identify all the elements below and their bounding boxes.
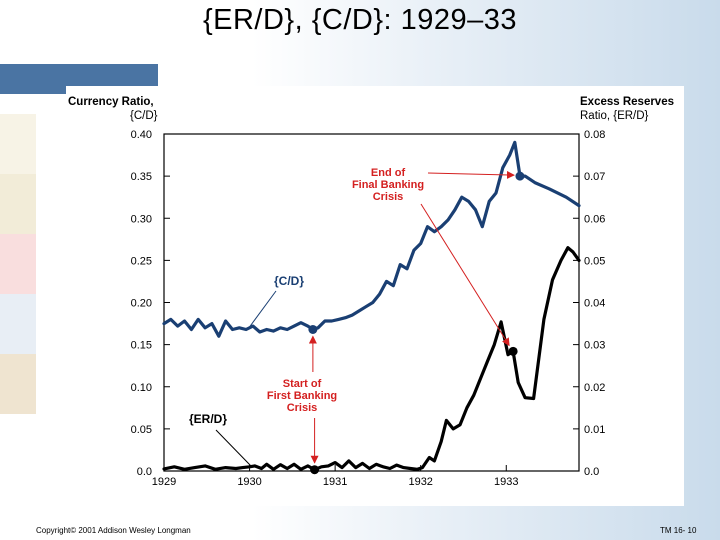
right-tick-label: 0.08 bbox=[584, 129, 605, 141]
left-tick-label: 0.15 bbox=[131, 340, 152, 352]
annotation-first-crisis-line: First Banking bbox=[267, 390, 337, 402]
series-line-currency-ratio bbox=[162, 140, 581, 338]
right-axis-title-line1: Excess Reserves bbox=[580, 96, 674, 108]
left-tick-label: 0.30 bbox=[131, 213, 152, 225]
right-tick-label: 0.04 bbox=[584, 298, 605, 310]
annotation-final-crisis-line: Final Banking bbox=[352, 179, 424, 191]
copyright-text: Copyright© 2001 Addison Wesley Longman bbox=[36, 526, 191, 535]
annotation-final-crisis-arrow-upper bbox=[427, 170, 515, 179]
chart-svg: 0.0 0.05 0.10 0.15 0.20 0.25 0.30 0.35 0.40 0.0 0.… bbox=[68, 96, 674, 488]
page-reference: TM 16- 10 bbox=[660, 526, 697, 535]
annotation-first-crisis-line: Crisis bbox=[287, 402, 318, 414]
annotation-final-crisis-line: End of bbox=[371, 167, 406, 179]
left-tick-label: 0.0 bbox=[137, 466, 152, 478]
x-tick-label: 1929 bbox=[152, 476, 176, 488]
chart-panel: 0.0 0.05 0.10 0.15 0.20 0.25 0.30 0.35 0.40 0.0 0.… bbox=[66, 86, 684, 506]
right-tick-label: 0.07 bbox=[584, 171, 605, 183]
slide-title: {ER/D}, {C/D}: 1929–33 bbox=[202, 4, 518, 36]
right-tick-label: 0.01 bbox=[584, 424, 605, 436]
right-axis-title-line2: Ratio, {ER/D} bbox=[580, 110, 649, 122]
left-tick-label: 0.25 bbox=[131, 255, 152, 267]
x-tick-label: 1933 bbox=[494, 476, 518, 488]
x-tick-label: 1931 bbox=[323, 476, 347, 488]
crisis-marker-dot bbox=[508, 346, 518, 356]
series-label-erd-leader bbox=[215, 429, 252, 467]
series-label-cd-leader bbox=[247, 290, 277, 330]
crisis-marker-dot bbox=[308, 324, 318, 334]
left-axis-title-line2: {C/D} bbox=[130, 110, 158, 122]
right-tick-label: 0.06 bbox=[584, 213, 605, 225]
series-label-cd: {C/D} bbox=[274, 274, 304, 288]
annotation-first-crisis-line: Start of bbox=[283, 378, 322, 390]
left-tick-label: 0.10 bbox=[131, 382, 152, 394]
right-tick-label: 0.03 bbox=[584, 340, 605, 352]
right-tick-label: 0.02 bbox=[584, 382, 605, 394]
series-line-excess-reserves-ratio bbox=[162, 246, 581, 472]
left-color-strip bbox=[0, 64, 36, 540]
annotation-final-crisis-arrow-lower bbox=[420, 203, 510, 347]
series-label-erd: {ER/D} bbox=[189, 412, 227, 426]
chart-axes: 0.0 0.05 0.10 0.15 0.20 0.25 0.30 0.35 0.40 0.0 0.… bbox=[68, 96, 674, 488]
x-tick-label: 1930 bbox=[237, 476, 261, 488]
crisis-marker-dot bbox=[515, 171, 525, 181]
x-tick-label: 1932 bbox=[408, 476, 432, 488]
chart-plot bbox=[162, 140, 581, 475]
annotation-final-crisis-line: Crisis bbox=[373, 191, 404, 203]
left-tick-label: 0.20 bbox=[131, 298, 152, 310]
left-tick-label: 0.05 bbox=[131, 424, 152, 436]
left-axis-title-line1: Currency Ratio, bbox=[68, 96, 154, 108]
left-tick-label: 0.35 bbox=[131, 171, 152, 183]
crisis-marker-dot bbox=[310, 465, 320, 475]
right-tick-label: 0.0 bbox=[584, 466, 599, 478]
left-tick-label: 0.40 bbox=[131, 129, 152, 141]
right-tick-label: 0.05 bbox=[584, 255, 605, 267]
